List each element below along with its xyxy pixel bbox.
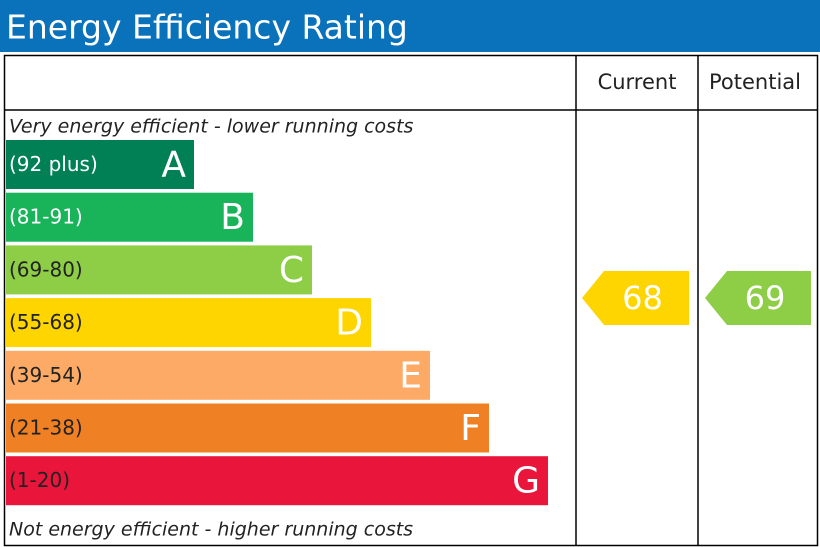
band-range: (69-80)	[9, 257, 83, 281]
band-range: (92 plus)	[9, 152, 98, 176]
column-header: Current	[598, 70, 677, 94]
band-letter: F	[460, 408, 481, 449]
band-range: (1-20)	[9, 468, 70, 492]
band-range: (21-38)	[9, 416, 83, 440]
band-range: (81-91)	[9, 205, 83, 229]
band-letter: E	[399, 355, 422, 396]
bottom-note: Not energy efficient - higher running co…	[9, 519, 413, 541]
potential-arrow	[705, 271, 811, 325]
band-letter: D	[335, 303, 363, 344]
header-bar	[0, 0, 820, 52]
band-bar	[6, 245, 312, 295]
band-range: (39-54)	[9, 363, 83, 387]
band-bar	[6, 298, 371, 348]
band-bar	[6, 192, 253, 242]
current-value: 68	[622, 279, 663, 317]
band-letter: B	[220, 197, 245, 238]
band-bar	[6, 350, 430, 400]
band-letter: G	[512, 461, 540, 502]
potential-value: 69	[745, 279, 786, 317]
frame	[3, 54, 819, 547]
title: Energy Efficiency Rating	[6, 8, 408, 47]
column-header: Potential	[709, 70, 801, 94]
band-range: (55-68)	[9, 310, 83, 334]
band-letter: C	[279, 250, 304, 291]
band-letter: A	[161, 145, 186, 186]
band-bar	[6, 456, 548, 506]
top-note: Very energy efficient - lower running co…	[9, 116, 414, 138]
current-arrow	[582, 271, 689, 325]
band-bar	[6, 403, 489, 453]
band-bar	[6, 140, 194, 189]
